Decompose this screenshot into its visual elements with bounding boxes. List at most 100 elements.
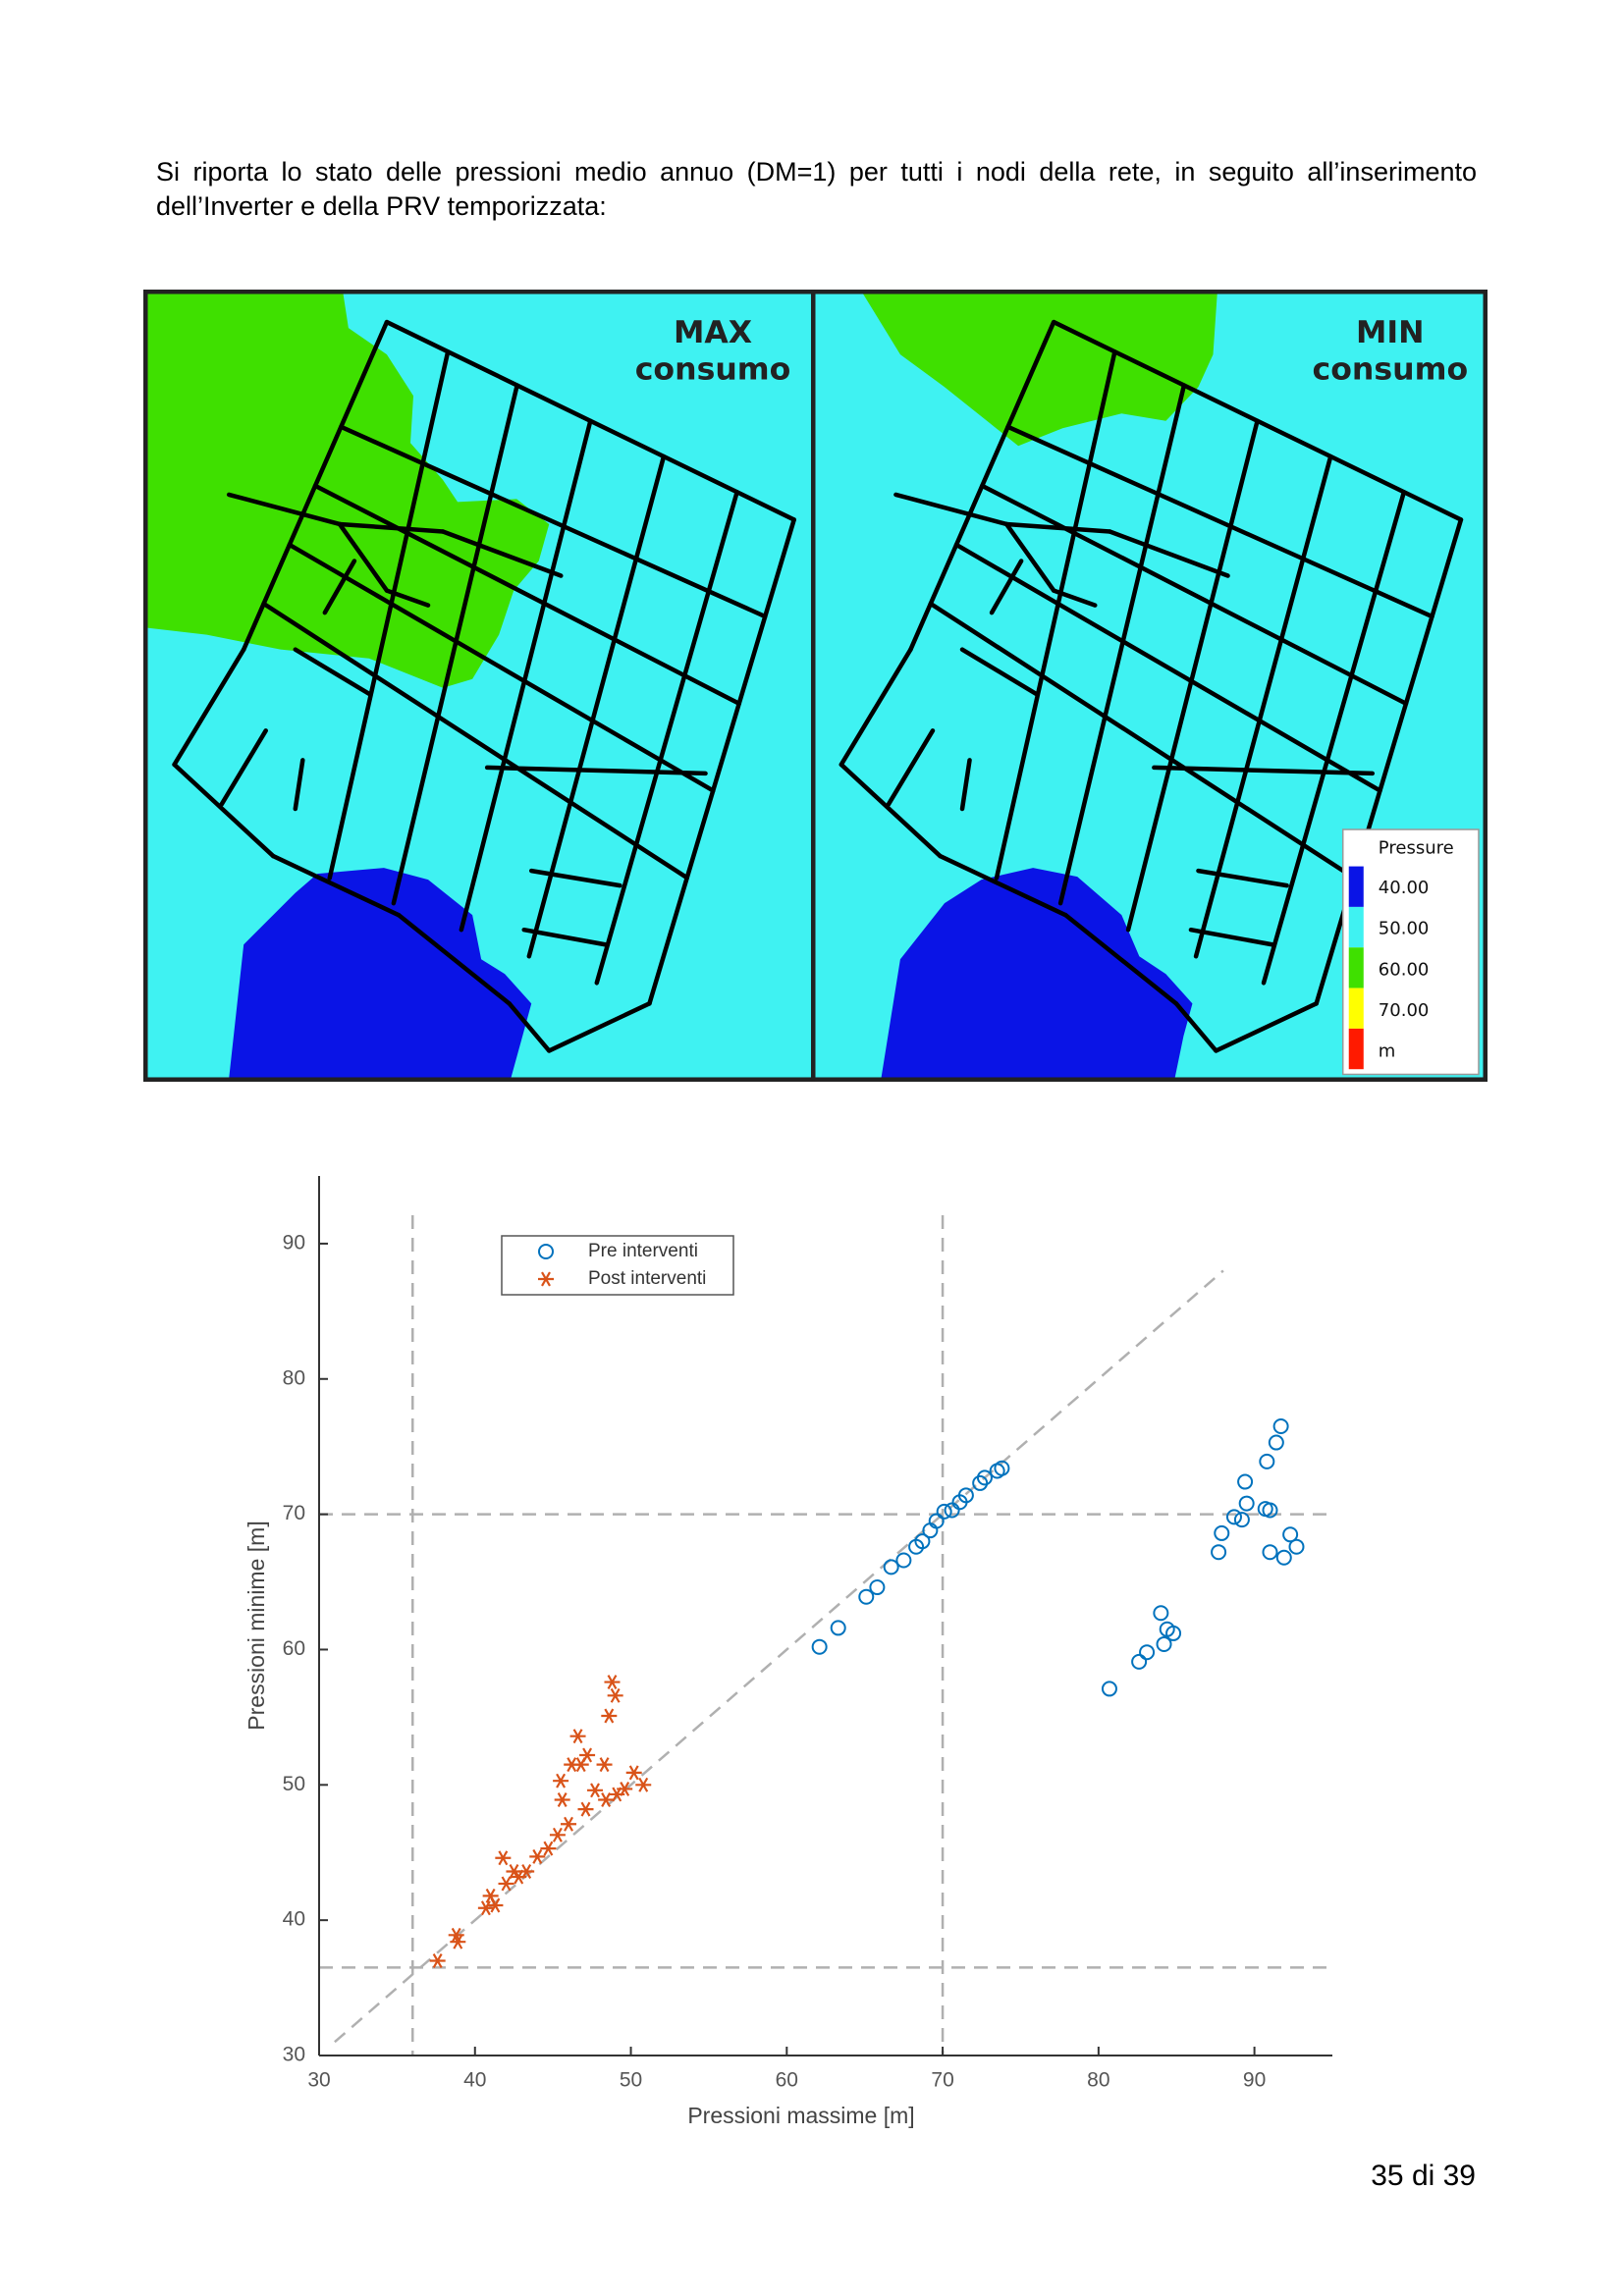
point bbox=[1282, 1526, 1299, 1543]
point bbox=[529, 1848, 546, 1864]
road bbox=[959, 647, 1039, 697]
point bbox=[1259, 1453, 1275, 1469]
point bbox=[450, 1934, 466, 1949]
zone-40 bbox=[229, 868, 532, 1079]
road bbox=[440, 529, 564, 578]
road bbox=[1051, 588, 1098, 608]
road bbox=[994, 349, 1117, 881]
map-panel: MAX consumo bbox=[143, 290, 814, 1082]
point bbox=[914, 1533, 931, 1550]
road bbox=[1214, 1001, 1319, 1053]
point bbox=[1233, 1512, 1250, 1528]
road bbox=[938, 853, 1068, 918]
point bbox=[1272, 1418, 1289, 1435]
zone-60 bbox=[143, 290, 550, 688]
identity-line bbox=[334, 1269, 1224, 2044]
point bbox=[869, 1579, 886, 1596]
road bbox=[484, 765, 708, 776]
road bbox=[287, 542, 716, 793]
road bbox=[1062, 912, 1179, 1006]
road bbox=[459, 418, 593, 933]
road bbox=[391, 383, 519, 906]
road bbox=[507, 1001, 552, 1053]
point bbox=[477, 1900, 494, 1916]
road-network bbox=[172, 319, 796, 1053]
road bbox=[953, 542, 1382, 793]
y-tick-label: 40 bbox=[283, 1908, 305, 1931]
point bbox=[944, 1502, 960, 1519]
road bbox=[839, 762, 943, 859]
y-tick-label: 80 bbox=[283, 1366, 305, 1389]
point bbox=[957, 1487, 974, 1504]
road bbox=[261, 601, 689, 881]
y-tick-label: 30 bbox=[283, 2044, 305, 2066]
point bbox=[495, 1850, 512, 1866]
point bbox=[1211, 1544, 1227, 1561]
road bbox=[547, 1001, 652, 1053]
point bbox=[635, 1777, 652, 1792]
point bbox=[928, 1513, 945, 1529]
road bbox=[893, 492, 1009, 527]
road bbox=[1196, 868, 1289, 888]
point bbox=[561, 1816, 577, 1832]
zone-40 bbox=[881, 868, 1193, 1079]
point bbox=[976, 1469, 993, 1486]
point bbox=[625, 1765, 642, 1781]
point bbox=[811, 1638, 828, 1655]
road bbox=[647, 517, 796, 1006]
point bbox=[579, 1747, 596, 1763]
road bbox=[521, 927, 608, 947]
map-legend: Pressure 40.00 50.00 60.00 70.00 m bbox=[1341, 828, 1480, 1076]
legend-label: 50.00 bbox=[1379, 919, 1430, 939]
x-axis-label: Pressioni massime [m] bbox=[687, 2103, 914, 2128]
pressure-maps: MAX consumo MIN consumo Pressure 40.00 50… bbox=[143, 290, 1488, 1082]
point bbox=[1288, 1538, 1305, 1555]
road bbox=[337, 521, 390, 593]
road bbox=[293, 647, 372, 697]
paragraph: Si riporta lo stato delle pressioni medi… bbox=[156, 157, 1477, 221]
point bbox=[1268, 1434, 1284, 1451]
x-tick-label: 60 bbox=[776, 2069, 798, 2092]
road-network bbox=[839, 319, 1464, 1053]
road bbox=[959, 758, 972, 812]
legend-marker bbox=[538, 1244, 554, 1259]
legend-label: 70.00 bbox=[1379, 1000, 1430, 1021]
road bbox=[1125, 418, 1260, 933]
road bbox=[327, 349, 451, 881]
legend-label: Post interventi bbox=[588, 1268, 706, 1289]
legend-swatch bbox=[1348, 988, 1364, 1029]
legend-box bbox=[1341, 828, 1480, 1076]
map-panel: MIN consumo Pressure 40.00 50.00 60.00 70.0… bbox=[813, 290, 1488, 1082]
road bbox=[1057, 383, 1187, 906]
point bbox=[1153, 1605, 1169, 1622]
legend-title: Pressure bbox=[1379, 838, 1454, 859]
point bbox=[1237, 1473, 1254, 1490]
road bbox=[293, 758, 305, 812]
road bbox=[989, 559, 1024, 615]
point bbox=[601, 1708, 618, 1724]
point bbox=[549, 1827, 566, 1842]
point bbox=[994, 1460, 1010, 1476]
point bbox=[1225, 1509, 1242, 1525]
road bbox=[528, 868, 622, 888]
y-tick-label: 70 bbox=[283, 1502, 305, 1524]
map-title: MIN bbox=[1356, 315, 1425, 350]
road bbox=[312, 483, 742, 706]
road bbox=[1152, 765, 1376, 776]
scatter-chart: 30 40 50 60 70 80 90 30 40 50 60 70 80 90 Pressioni ma… bbox=[243, 1176, 1332, 2128]
point bbox=[1262, 1544, 1278, 1561]
point bbox=[553, 1773, 569, 1789]
point bbox=[604, 1675, 621, 1690]
x-tick-label: 40 bbox=[463, 2069, 486, 2092]
road bbox=[1003, 521, 1112, 534]
road bbox=[226, 492, 343, 527]
road bbox=[1108, 529, 1230, 578]
point bbox=[1238, 1495, 1255, 1512]
road bbox=[1005, 424, 1434, 619]
y-axis-label: Pressioni minime [m] bbox=[243, 1521, 269, 1730]
point bbox=[1131, 1653, 1148, 1670]
point bbox=[554, 1791, 570, 1807]
road bbox=[928, 601, 1357, 881]
map-title: consumo bbox=[635, 352, 791, 388]
point bbox=[1101, 1681, 1117, 1697]
